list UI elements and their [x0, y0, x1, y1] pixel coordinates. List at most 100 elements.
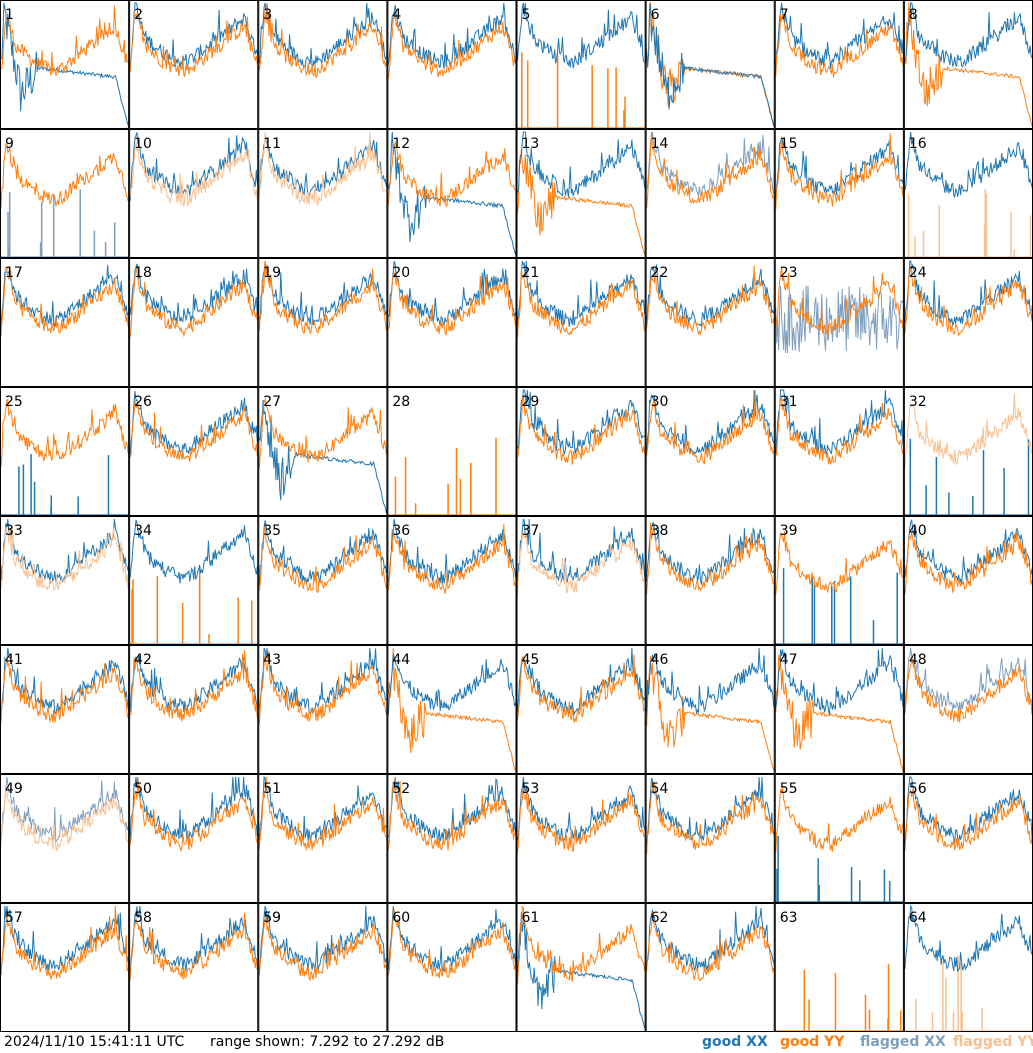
yy-trace — [775, 396, 904, 465]
tile-39: 39 — [774, 516, 904, 645]
yy-trace-flagged — [0, 788, 129, 852]
tile-border — [645, 645, 775, 774]
tile-33: 33 — [0, 516, 130, 645]
tile-border — [774, 774, 904, 903]
tile-17: 17 — [0, 258, 130, 387]
yy-trace — [775, 14, 904, 78]
tile-label: 31 — [780, 394, 798, 410]
tile-47: 47 — [774, 645, 904, 774]
xx-trace — [0, 264, 129, 327]
tile-26: 26 — [129, 387, 259, 516]
xx-trace — [0, 2, 129, 126]
tile-15: 15 — [774, 129, 904, 258]
xx-trace — [904, 260, 1033, 328]
tile-label: 15 — [780, 136, 798, 152]
xx-trace — [904, 518, 1033, 584]
tile-label: 56 — [909, 781, 927, 797]
tile-label: 53 — [522, 781, 540, 797]
yy-trace — [646, 656, 775, 771]
yy-trace — [129, 11, 258, 78]
yy-trace — [646, 131, 775, 208]
tile-37: 37 — [516, 516, 646, 645]
tile-label: 59 — [263, 910, 281, 926]
tile-label: 60 — [392, 910, 410, 926]
tile-50: 50 — [129, 774, 259, 903]
tile-label: 19 — [263, 265, 281, 281]
xx-trace — [775, 648, 904, 716]
yy-trace — [904, 657, 1033, 723]
yy-trace — [517, 267, 646, 338]
yy-trace — [646, 390, 775, 465]
tile-43: 43 — [258, 645, 388, 774]
xx-trace — [517, 131, 646, 198]
tile-label: 57 — [5, 910, 23, 926]
yy-trace — [0, 398, 129, 468]
tile-border — [774, 129, 904, 258]
xx-trace-flagged — [646, 131, 775, 197]
tile-3: 3 — [258, 0, 388, 129]
tile-7: 7 — [774, 0, 904, 129]
tile-label: 40 — [909, 523, 927, 539]
tile-45: 45 — [516, 645, 646, 774]
tile-35: 35 — [258, 516, 388, 645]
yy-trace-flagged — [0, 524, 129, 592]
tile-label: 1 — [5, 7, 14, 23]
tile-27: 27 — [258, 387, 388, 516]
yy-trace — [517, 149, 646, 256]
tile-border — [129, 129, 259, 258]
tile-border — [0, 0, 130, 129]
tile-34: 34 — [129, 516, 259, 645]
yy-trace — [775, 654, 904, 772]
xx-trace — [258, 2, 387, 68]
yy-trace — [129, 650, 258, 722]
yy-trace — [387, 524, 516, 594]
range-label: range shown: 7.292 to 27.292 dB — [210, 1034, 445, 1050]
xx-trace — [646, 4, 775, 127]
tile-36: 36 — [387, 516, 517, 645]
yy-trace — [0, 905, 129, 980]
tile-label: 47 — [780, 652, 798, 668]
yy-trace — [775, 133, 904, 210]
yy-trace — [258, 397, 387, 469]
tile-border — [774, 258, 904, 387]
xx-trace — [129, 2, 258, 68]
legend-good-xx: good XX — [702, 1034, 768, 1050]
tile-label: 22 — [651, 265, 669, 281]
xx-trace — [517, 2, 646, 69]
yy-trace — [0, 657, 129, 724]
yy-trace — [646, 522, 774, 595]
tile-59: 59 — [258, 903, 388, 1032]
tile-border — [774, 387, 904, 516]
tile-label: 55 — [780, 781, 798, 797]
tile-border — [516, 387, 646, 516]
tile-label: 36 — [392, 523, 410, 539]
tile-border — [0, 387, 130, 516]
tile-8: 8 — [903, 0, 1033, 129]
xx-trace — [258, 775, 387, 842]
yy-trace — [0, 143, 129, 208]
yy-trace — [646, 265, 775, 336]
xx-trace — [387, 2, 516, 70]
tile-label: 46 — [651, 652, 669, 668]
yy-trace — [258, 524, 387, 594]
tile-11: 11 — [258, 129, 388, 258]
tile-64: 64 — [903, 903, 1033, 1032]
xx-trace — [517, 911, 646, 1029]
yy-trace — [0, 265, 129, 337]
tile-label: 54 — [651, 781, 669, 797]
tile-label: 11 — [263, 136, 281, 152]
tile-label: 24 — [909, 265, 927, 281]
tile-label: 61 — [522, 910, 540, 926]
tile-25: 25 — [0, 387, 130, 516]
yy-trace — [129, 400, 258, 462]
tile-label: 25 — [5, 394, 23, 410]
tile-57: 57 — [0, 903, 130, 1032]
tile-border — [645, 0, 775, 129]
tile-9: 9 — [0, 129, 130, 258]
tile-border — [645, 774, 775, 903]
tile-22: 22 — [645, 258, 775, 387]
tile-label: 7 — [780, 7, 789, 23]
tile-14: 14 — [645, 129, 775, 258]
tile-label: 43 — [263, 652, 281, 668]
tile-54: 54 — [645, 774, 775, 903]
